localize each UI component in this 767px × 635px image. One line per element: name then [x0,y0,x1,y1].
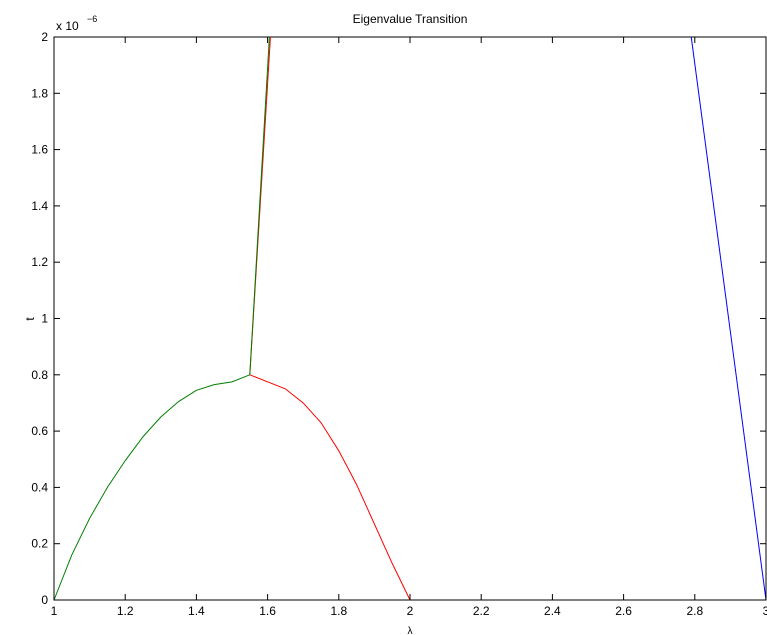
y-tick-label: 0.4 [31,480,48,494]
y-tick-label: 1 [41,312,48,326]
y-tick-label: 0 [41,593,48,607]
y-exponent-power: −6 [87,14,97,24]
x-tick-label: 1.6 [259,604,276,618]
y-tick-label: 0.6 [31,424,48,438]
x-tick-label: 2.4 [544,604,561,618]
ticks-layer: 1 1.2 1.4 1.6 1.8 2 2.2 2.4 2.6 2.8 3 0 0.2 0.4 0.6 0.8… [31,30,767,618]
x-tick-label: 1.4 [188,604,205,618]
x-tick-label: 2 [407,604,414,618]
y-tick-label: 1.6 [31,143,48,157]
y-tick-label: 0.8 [31,368,48,382]
x-tick-label: 3 [763,604,767,618]
series-line-1 [53,374,250,601]
x-tick-label: 1.8 [330,604,347,618]
x-axis-label: λ [408,626,413,635]
series-layer [53,36,767,601]
chart-title: Eigenvalue Transition [353,12,468,26]
y-tick-label: 1.2 [31,255,48,269]
x-tick-label: 1.2 [117,604,134,618]
y-tick-label: 2 [41,30,48,44]
plot-area [53,36,767,601]
x-tick-label: 2.6 [615,604,632,618]
y-tick-label: 1.4 [31,199,48,213]
x-tick-label: 2.8 [686,604,703,618]
x-tick-label: 1 [51,604,58,618]
y-exponent-base: x 10 [56,19,79,33]
y-tick-label: 1.8 [31,86,48,100]
x-tick-label: 2.2 [473,604,490,618]
series-line-2 [249,374,411,601]
y-axis-label: t [23,317,37,321]
series-line-5 [690,36,767,601]
series-line-4 [249,36,270,375]
y-tick-label: 0.2 [31,537,48,551]
